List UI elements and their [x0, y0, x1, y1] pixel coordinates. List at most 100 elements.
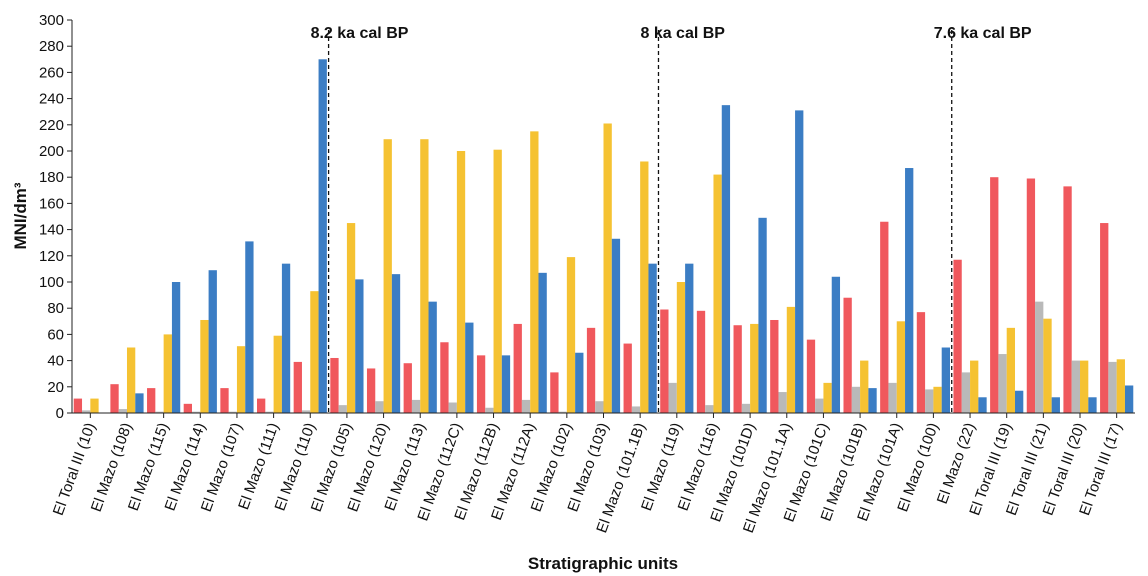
bar	[118, 409, 127, 413]
bar	[530, 131, 539, 413]
bar	[521, 399, 531, 413]
bar	[778, 392, 787, 413]
bar	[82, 410, 91, 413]
bar	[501, 355, 511, 413]
bar	[795, 110, 804, 413]
bar	[126, 347, 136, 413]
bar	[941, 347, 950, 413]
bar	[640, 161, 649, 413]
bar	[366, 368, 376, 413]
bar	[611, 238, 621, 413]
bar	[786, 306, 796, 413]
bar	[668, 382, 677, 413]
bar	[843, 297, 852, 413]
bar	[916, 312, 926, 413]
bar	[831, 276, 841, 413]
bar	[676, 282, 686, 413]
bar	[566, 257, 576, 413]
y-tick-label: 20	[47, 379, 64, 396]
bar	[245, 241, 254, 413]
bar	[1006, 327, 1016, 413]
bar	[953, 259, 962, 413]
bar	[375, 401, 384, 413]
bar	[925, 389, 934, 413]
bar	[493, 149, 502, 413]
bar	[733, 325, 742, 413]
y-tick-label: 200	[39, 143, 64, 160]
bar	[236, 346, 246, 413]
y-tick-label: 40	[47, 353, 64, 370]
bar	[135, 393, 144, 413]
bar	[538, 272, 547, 413]
bar	[575, 352, 584, 413]
bar	[403, 363, 412, 413]
bar	[586, 327, 596, 413]
bar	[1108, 361, 1117, 413]
bar	[191, 411, 201, 413]
bar	[1116, 359, 1125, 413]
bar	[428, 301, 437, 413]
bar	[273, 335, 282, 413]
bar	[476, 355, 486, 413]
bar	[741, 403, 751, 413]
bar	[685, 263, 694, 413]
bar	[420, 139, 429, 413]
bar	[73, 398, 83, 413]
bar	[713, 174, 722, 413]
bar	[1051, 397, 1060, 413]
bar	[513, 323, 522, 413]
bar	[301, 410, 311, 413]
bar	[265, 411, 274, 413]
bar	[860, 360, 869, 413]
bar	[595, 401, 604, 413]
bar	[1015, 390, 1024, 413]
bar	[880, 221, 889, 413]
bar	[171, 282, 181, 413]
bar	[823, 382, 832, 413]
bar	[391, 274, 401, 413]
bar	[1124, 385, 1134, 413]
bar	[257, 398, 266, 413]
annotation: 7.6 ka cal BP	[934, 25, 1032, 42]
bar	[147, 388, 156, 413]
bar	[485, 407, 494, 413]
bar	[660, 309, 669, 413]
bar	[1026, 178, 1036, 413]
bar	[110, 384, 119, 413]
annotation: 8 ka cal BP	[640, 25, 725, 42]
bar	[990, 177, 999, 413]
bar	[896, 321, 906, 413]
y-tick-label: 60	[47, 326, 64, 343]
bar	[750, 323, 759, 413]
bar	[346, 223, 356, 413]
bar	[905, 168, 914, 413]
bar	[758, 217, 767, 413]
bar	[456, 151, 466, 413]
bar	[293, 361, 302, 413]
bar	[868, 388, 877, 413]
y-axis-label: MNI/dm³	[11, 182, 30, 249]
y-tick-label: 160	[39, 195, 64, 212]
bar	[851, 386, 861, 413]
y-tick-label: 0	[56, 405, 64, 422]
bar	[318, 59, 327, 414]
y-tick-label: 180	[39, 169, 64, 186]
bar	[815, 398, 824, 413]
bar	[183, 403, 192, 413]
bar	[1080, 360, 1089, 413]
bar	[208, 270, 217, 413]
bar	[705, 405, 714, 413]
bar	[90, 398, 99, 413]
bar	[1088, 397, 1097, 413]
y-tick-label: 260	[39, 64, 64, 81]
bar	[383, 139, 392, 413]
bar	[1071, 360, 1081, 413]
y-tick-label: 140	[39, 222, 64, 239]
bar	[411, 399, 421, 413]
bar	[603, 123, 612, 414]
bar	[978, 397, 987, 413]
y-tick-label: 220	[39, 117, 64, 134]
bar	[933, 386, 942, 413]
